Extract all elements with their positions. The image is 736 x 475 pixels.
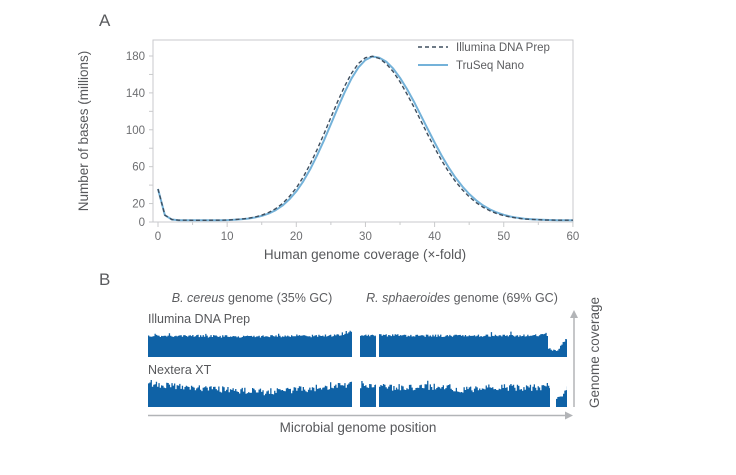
chart-axes: 0 20 60 100 140 180 0 10 20 30 40 50 60 bbox=[126, 39, 580, 243]
coverage-track-segment bbox=[560, 339, 567, 357]
legend-label: Illumina DNA Prep bbox=[456, 42, 550, 54]
x-tick-label: 60 bbox=[567, 231, 580, 243]
y-tick-label: 140 bbox=[126, 88, 145, 100]
track-label-illumina-dna-prep: Illumina DNA Prep bbox=[148, 312, 251, 326]
panel-a-letter: A bbox=[99, 11, 111, 30]
x-tick-label: 30 bbox=[359, 231, 372, 243]
b-y-axis-label: Genome coverage bbox=[587, 296, 603, 408]
y-tick-label: 100 bbox=[126, 125, 145, 137]
b-x-axis-label: Microbial genome position bbox=[279, 420, 437, 435]
track-label-nextera-xt: Nextera XT bbox=[148, 363, 212, 377]
coverage-track-segment bbox=[379, 331, 548, 357]
coverage-track-segment bbox=[360, 334, 376, 357]
x-tick-label: 20 bbox=[290, 231, 303, 243]
arrowhead-up-icon bbox=[570, 310, 578, 318]
y-tick-label: 180 bbox=[126, 51, 145, 63]
coverage-track-segment bbox=[556, 396, 563, 407]
x-axis-title: Human genome coverage (×-fold) bbox=[264, 247, 466, 262]
y-axis-title: Number of bases (millions) bbox=[76, 51, 91, 212]
genome-coverage-tracks bbox=[148, 310, 578, 420]
coverage-track-segment bbox=[360, 381, 376, 407]
genome-header-r-sphaeroides: R. sphaeroides genome (69% GC) bbox=[350, 291, 574, 305]
header-rest: genome (69% GC) bbox=[450, 291, 558, 305]
legend-label: TruSeq Nano bbox=[456, 60, 524, 72]
coverage-track-segment bbox=[563, 386, 567, 407]
coverage-tracks bbox=[148, 330, 567, 407]
species-name: R. sphaeroides bbox=[366, 291, 451, 305]
genome-header-b-cereus: B. cereus genome (35% GC) bbox=[140, 291, 364, 305]
series-illumina-dna-prep bbox=[157, 55, 573, 222]
genome-coverage-arrow bbox=[570, 310, 578, 407]
arrowhead-right-icon bbox=[565, 411, 573, 420]
coverage-track-segment bbox=[379, 380, 550, 407]
species-name: B. cereus bbox=[171, 291, 225, 305]
x-tick-label: 50 bbox=[497, 231, 510, 243]
header-rest: genome (35% GC) bbox=[224, 291, 333, 305]
chart-series bbox=[157, 55, 573, 222]
x-tick-label: 0 bbox=[155, 231, 161, 243]
plot-frame bbox=[152, 39, 574, 223]
coverage-track-segment bbox=[148, 330, 352, 357]
x-tick-label: 40 bbox=[428, 231, 441, 243]
x-tick-label: 10 bbox=[221, 231, 234, 243]
coverage-track-segment bbox=[148, 380, 352, 407]
chart-legend: Illumina DNA Prep TruSeq Nano bbox=[418, 42, 550, 72]
y-tick-label: 60 bbox=[132, 162, 145, 174]
coverage-track-segment bbox=[548, 348, 560, 357]
series-truseq-nano bbox=[157, 55, 573, 222]
y-tick-label: 0 bbox=[139, 217, 145, 229]
genome-position-arrow bbox=[148, 411, 573, 420]
y-tick-label: 20 bbox=[132, 199, 145, 211]
coverage-distribution-chart: 0 20 60 100 140 180 0 10 20 30 40 50 60 Illumina DNA… bbox=[76, 39, 580, 262]
panel-b-letter: B bbox=[99, 270, 111, 289]
